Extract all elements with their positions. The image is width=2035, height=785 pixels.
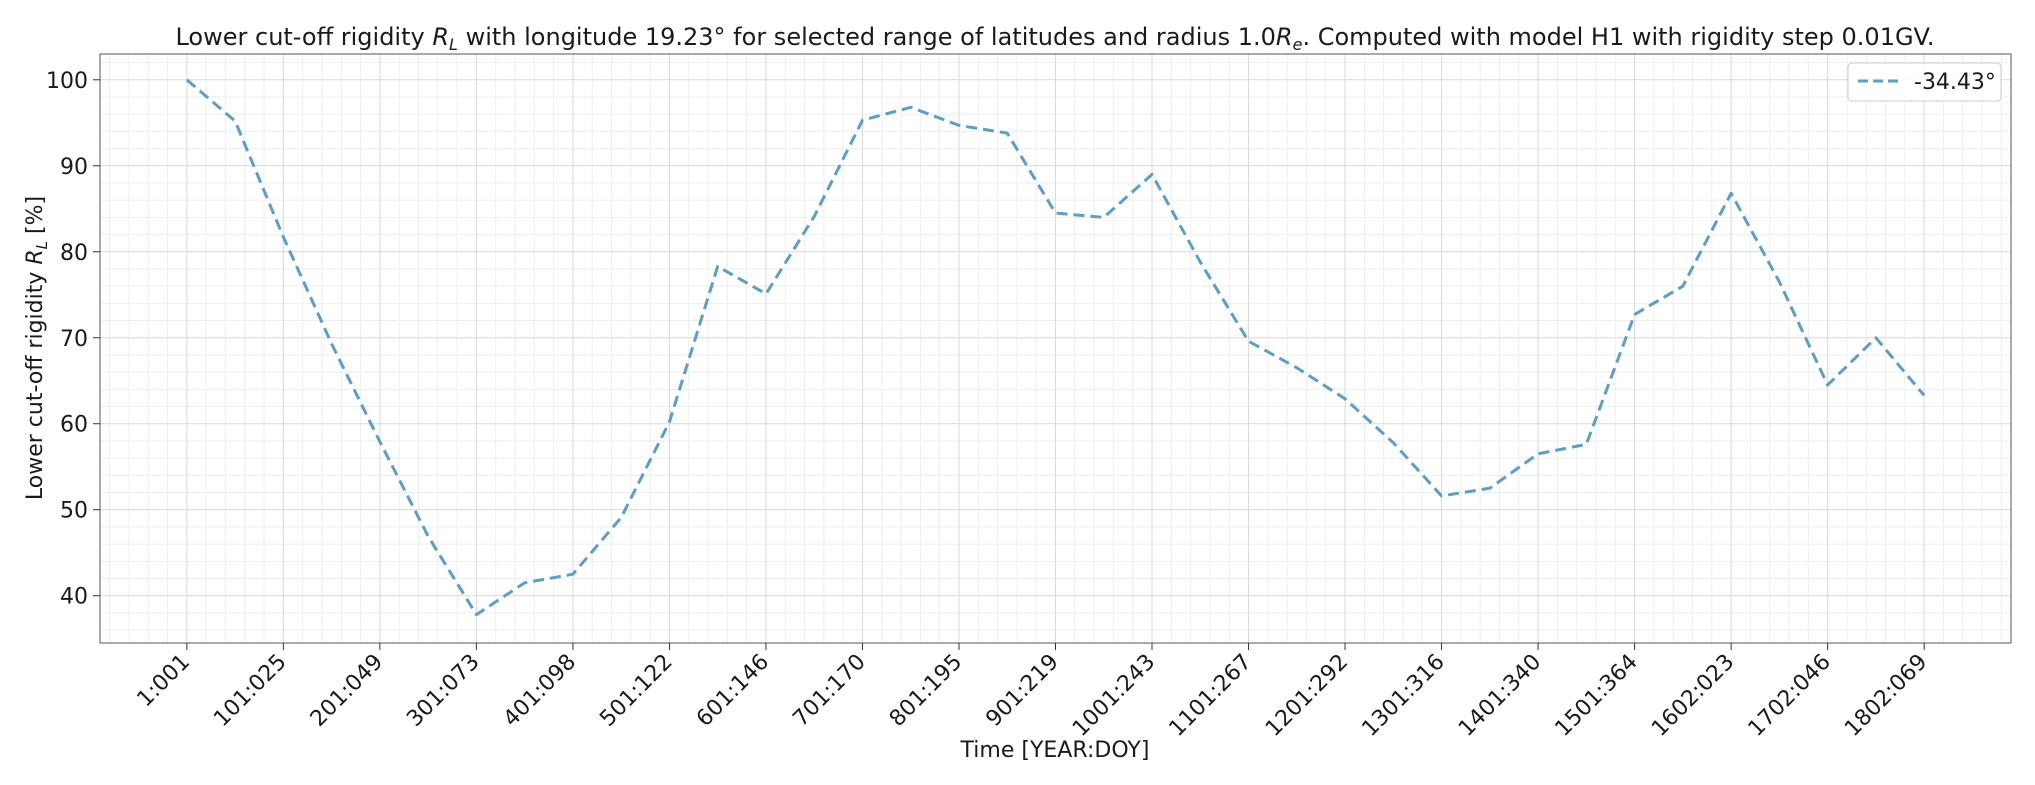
- data-point: [330, 342, 333, 345]
- major-grid: [100, 54, 2011, 643]
- data-point: [668, 421, 671, 424]
- data-point: [813, 215, 816, 218]
- data-point: [523, 581, 526, 584]
- legend-box: [1847, 62, 2002, 102]
- y-axis-ticks: 40 50 60 70 80 90 100: [46, 69, 100, 610]
- data-point: [1247, 340, 1250, 343]
- data-point: [427, 535, 430, 538]
- y-tick-label: 70: [60, 327, 88, 352]
- data-point: [234, 120, 237, 123]
- data-point: [1923, 394, 1926, 397]
- data-point: [1392, 441, 1395, 444]
- data-point: [282, 236, 285, 239]
- data-point: [1730, 192, 1733, 195]
- data-point: [958, 124, 961, 127]
- series-layer: [185, 78, 1926, 617]
- data-point: [1778, 280, 1781, 283]
- y-tick-label: 90: [60, 155, 88, 180]
- data-point: [1151, 173, 1154, 176]
- y-tick-label: 80: [60, 241, 88, 266]
- data-point: [1826, 384, 1829, 387]
- data-point: [1488, 487, 1491, 490]
- data-point: [716, 265, 719, 268]
- data-point: [1874, 336, 1877, 339]
- data-point: [1537, 452, 1540, 455]
- data-point: [861, 119, 864, 122]
- data-point: [620, 516, 623, 519]
- data-point: [1585, 443, 1588, 446]
- data-point: [1681, 285, 1684, 288]
- legend-label: -34.43°: [1914, 70, 1996, 95]
- data-point: [909, 106, 912, 109]
- data-point: [1633, 313, 1636, 316]
- data-point: [378, 440, 381, 443]
- y-tick-label: 100: [46, 69, 88, 94]
- data-point: [1006, 132, 1009, 135]
- y-axis-label: Lower cut-off rigidity RL [%]: [23, 196, 51, 500]
- series-line: [185, 78, 1926, 617]
- y-tick-label: 60: [60, 413, 88, 438]
- data-point: [1102, 216, 1105, 219]
- data-point: [185, 78, 188, 81]
- legend: -34.43°: [1847, 62, 2002, 102]
- data-point: [765, 292, 768, 295]
- data-point: [1344, 397, 1347, 400]
- data-point: [1199, 261, 1202, 264]
- x-axis-label: Time [YEAR:DOY]: [960, 738, 1150, 763]
- data-point: [1440, 495, 1443, 498]
- chart-title: Lower cut-off rigidity RL with longitude…: [175, 23, 1934, 54]
- y-tick-label: 40: [60, 585, 88, 610]
- y-tick-label: 50: [60, 499, 88, 524]
- data-point: [1054, 212, 1057, 215]
- data-point: [475, 613, 478, 616]
- data-point: [571, 573, 574, 576]
- data-point: [1295, 366, 1298, 369]
